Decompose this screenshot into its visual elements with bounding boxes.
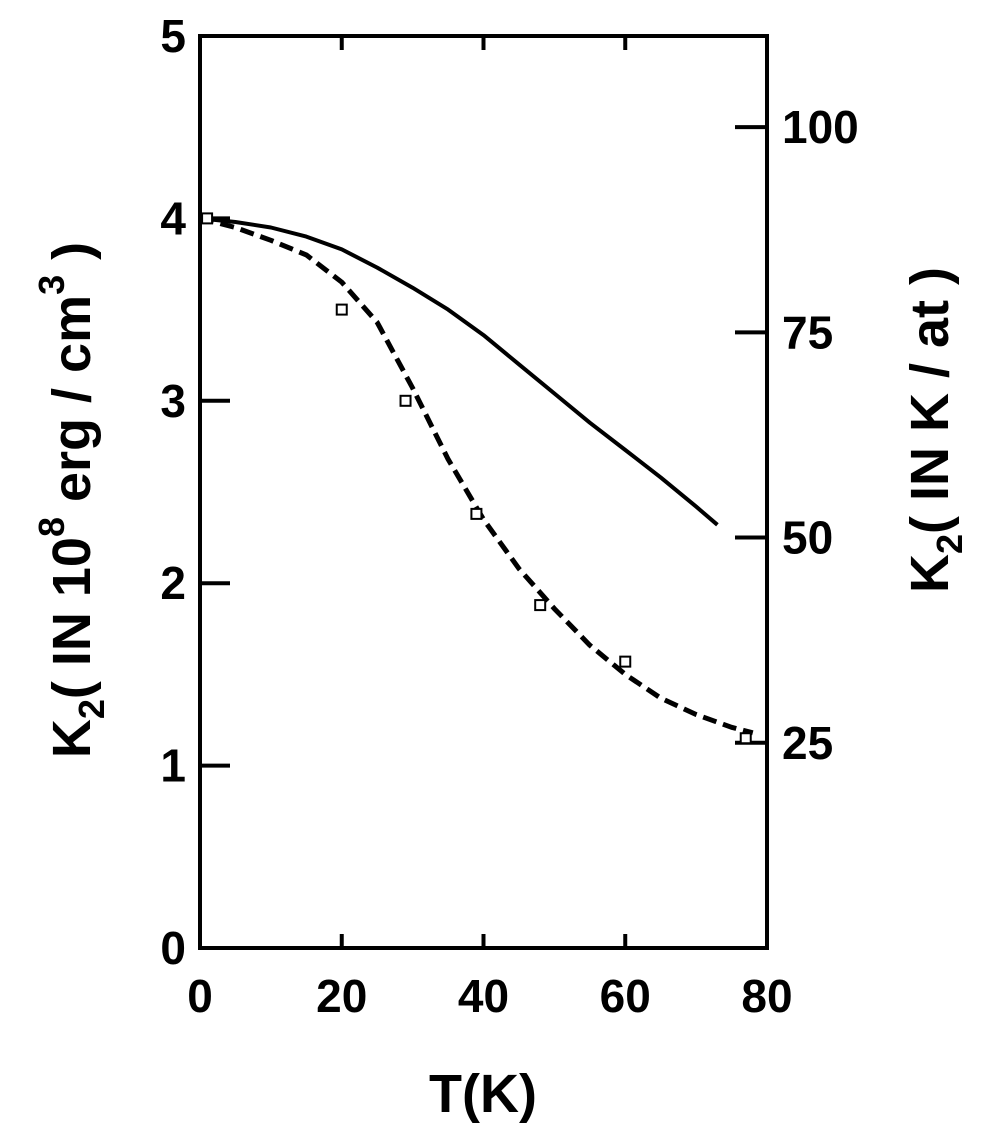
axis-ticks xyxy=(198,34,769,950)
y-axis-label-sub: 2 xyxy=(71,699,112,719)
y-axis-label-close: ) xyxy=(42,242,102,275)
data-marker xyxy=(739,732,752,745)
y-tick-label: 2 xyxy=(160,557,186,609)
data-marker xyxy=(335,303,348,316)
x-tick-label: 20 xyxy=(316,970,367,1022)
y-tick-label: 3 xyxy=(160,375,186,427)
y-tick-label: 1 xyxy=(160,740,186,792)
data-marker xyxy=(201,212,214,225)
right-axis-label-main: K xyxy=(900,554,960,593)
x-tick-label: 0 xyxy=(187,970,213,1022)
y-axis-label-main: K xyxy=(42,719,102,758)
right-axis-label-rest: ( IN K / at ) xyxy=(900,267,960,534)
y-tick-label: 5 xyxy=(160,10,186,62)
dashed-series-line xyxy=(199,215,754,736)
plot-area xyxy=(198,34,769,950)
y-axis-label-tail: erg / cm xyxy=(42,295,102,517)
y-tick-label: 0 xyxy=(160,922,186,974)
x-tick-label: 80 xyxy=(741,970,792,1022)
y-axis-label-rest: ( IN 10 xyxy=(42,537,102,699)
y-axis-label: K2( IN 108 erg / cm3 ) xyxy=(31,242,112,758)
right-y-tick-label: 100 xyxy=(782,101,859,153)
x-axis-label: T(K) xyxy=(429,1064,537,1124)
data-marker xyxy=(534,599,547,612)
solid-series-line xyxy=(199,216,719,527)
series-lines xyxy=(199,215,754,736)
right-axis-label: K2( IN K / at ) xyxy=(900,267,970,593)
right-y-tick-label: 75 xyxy=(782,306,833,358)
x-tick-label: 40 xyxy=(458,970,509,1022)
y-tick-label: 4 xyxy=(160,192,186,244)
x-tick-label: 60 xyxy=(600,970,651,1022)
data-marker xyxy=(470,507,483,520)
plot-frame xyxy=(198,34,769,950)
tick-labels: 0 20 40 60 80 0 1 2 3 4 5 25 50 75 100 xyxy=(160,10,858,1022)
y-axis-label-sup: 8 xyxy=(31,517,72,537)
data-marker xyxy=(619,655,632,668)
right-axis-label-sub: 2 xyxy=(929,534,970,554)
y-axis-label-sup2: 3 xyxy=(31,275,72,295)
data-marker xyxy=(399,394,412,407)
right-y-tick-label: 50 xyxy=(782,512,833,564)
right-y-tick-label: 25 xyxy=(782,717,833,769)
data-markers xyxy=(201,212,752,745)
